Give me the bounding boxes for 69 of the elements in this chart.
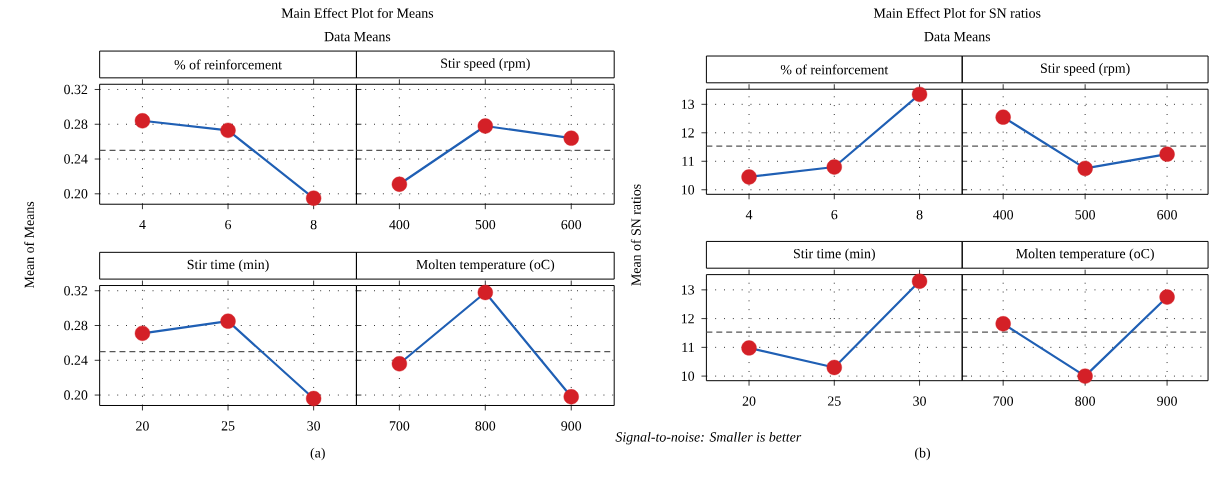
x-tick-label: 700: [389, 421, 410, 431]
x-tick-label: 4: [745, 210, 753, 220]
x-tick-label: 800: [475, 421, 496, 431]
point: [911, 86, 928, 103]
x-tick-label: 600: [1157, 210, 1177, 220]
point: [306, 190, 322, 206]
text: Main Effect Plot for SN ratios: [873, 8, 1041, 18]
point: [134, 325, 151, 342]
y-tick-label: 10: [681, 371, 695, 381]
point: [220, 122, 236, 139]
y-tick-label: 0.32: [64, 286, 88, 296]
point: [911, 273, 928, 289]
x-tick-label: 4: [139, 220, 146, 230]
point: [741, 340, 757, 356]
y-tick-label: 11: [682, 156, 694, 166]
x-tick-label: 500: [475, 220, 496, 230]
x-tick-label: 500: [1075, 210, 1096, 220]
chart-title: % of reinforcement: [174, 59, 282, 70]
x-tick-label: 900: [1157, 396, 1177, 406]
chart-title: Stir time (min): [187, 259, 269, 273]
point: [134, 113, 151, 129]
text: Main Effect Plot for Means: [281, 8, 434, 18]
chart-title: Stir time (min): [793, 248, 875, 262]
chart-title: Molten temperature (oC): [416, 259, 555, 273]
x-tick-label: 8: [916, 210, 923, 220]
chart-title: % of reinforcement: [780, 64, 889, 75]
x-tick-label: 600: [561, 220, 582, 230]
y-tick-label: 0.24: [64, 154, 88, 164]
point: [826, 359, 842, 376]
y-tick-label: 12: [681, 314, 694, 324]
y-tick-label: 13: [681, 99, 695, 110]
point: [305, 391, 322, 407]
text: (a): [310, 447, 325, 461]
text: Data Means: [924, 32, 991, 42]
chart-title: Molten temperature (oC): [1016, 248, 1154, 262]
x-tick-label: 900: [561, 421, 582, 431]
y-tick-label: 10: [681, 185, 695, 195]
x-tick-label: 8: [310, 220, 317, 230]
x-tick-label: 800: [1075, 396, 1096, 406]
x-tick-label: 6: [831, 210, 838, 220]
y-tick-label: 0.32: [64, 84, 88, 95]
x-tick-label: 30: [913, 396, 926, 406]
y-tick-label: 0.20: [64, 390, 88, 400]
y-tick-label: 0.24: [64, 355, 88, 366]
y-tick-label: 12: [681, 128, 694, 138]
y-axis-title: Mean of Means: [24, 201, 35, 289]
point: [826, 159, 842, 175]
x-tick-label: 6: [225, 220, 232, 230]
x-tick-label: 700: [993, 396, 1014, 406]
x-tick-label: 20: [742, 396, 756, 406]
text: Data Means: [324, 32, 391, 42]
x-tick-label: 25: [221, 421, 235, 431]
x-tick-label: 25: [827, 396, 841, 406]
chart-title: Stir speed (rpm): [1040, 63, 1130, 76]
y-tick-label: 11: [682, 342, 694, 353]
x-tick-label: 400: [993, 210, 1014, 220]
y-tick-label: 0.28: [64, 320, 88, 331]
x-tick-label: 20: [136, 421, 149, 431]
point: [741, 169, 757, 185]
y-tick-label: 0.28: [64, 119, 88, 130]
text: (b): [915, 447, 931, 461]
text: Signal-to-noise: Smaller is better: [615, 432, 802, 445]
y-tick-label: 13: [681, 285, 695, 295]
chart-title: Stir speed (rpm): [441, 58, 530, 71]
x-tick-label: 30: [307, 421, 321, 431]
y-tick-label: 0.20: [64, 189, 88, 199]
point: [220, 313, 236, 329]
x-tick-label: 400: [389, 220, 410, 230]
y-axis-title: Mean of SN ratios: [630, 184, 641, 286]
